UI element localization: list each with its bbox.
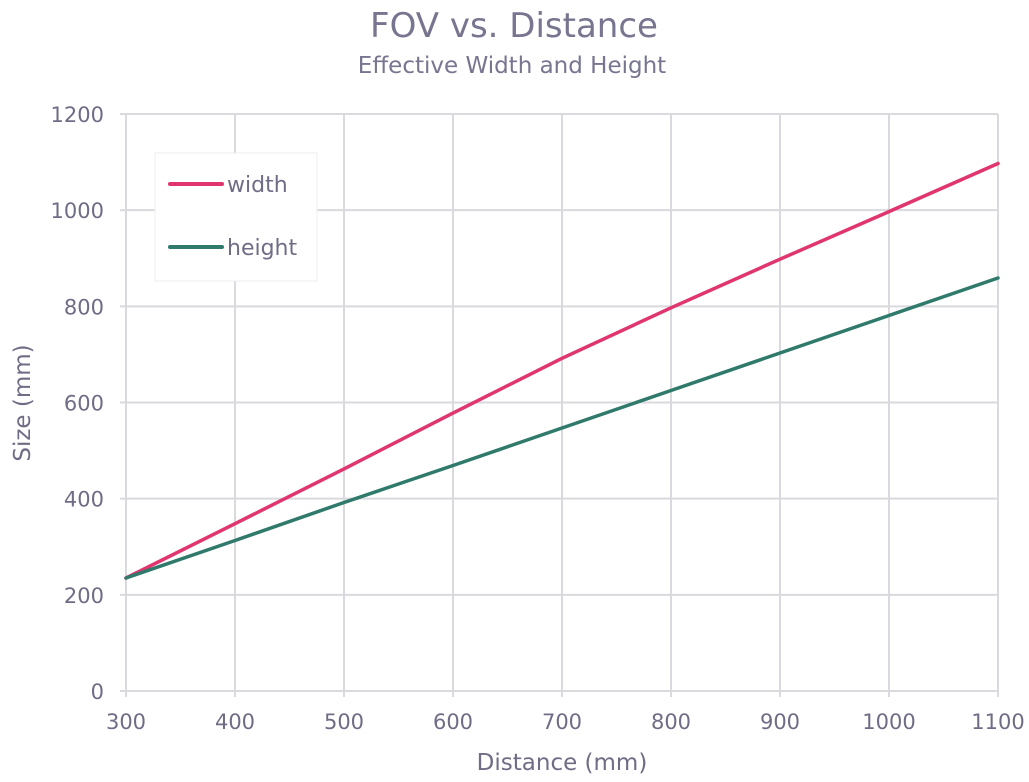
- series-lines: [124, 161, 1000, 580]
- x-tick-label: 400: [215, 710, 255, 734]
- y-tick-label: 1200: [51, 103, 104, 127]
- y-tick-label: 200: [64, 584, 104, 608]
- x-tick-label: 300: [106, 710, 146, 734]
- chart-subtitle: Effective Width and Height: [358, 53, 666, 79]
- x-axis-label: Distance (mm): [477, 750, 648, 776]
- x-tick-label: 1000: [862, 710, 915, 734]
- legend-box: [154, 152, 318, 282]
- y-tick-label: 800: [64, 295, 104, 319]
- series-line-height: [124, 276, 1000, 580]
- legend-label-width: width: [227, 173, 288, 198]
- y-tick-label: 400: [64, 488, 104, 512]
- axes: 300 400 500 600 700 800 900 1000 1100 0 200 400 600 8…: [51, 103, 1025, 734]
- legend-label-height: height: [227, 236, 297, 261]
- grid: [126, 113, 999, 691]
- series-line-width: [124, 161, 1000, 580]
- chart-title: FOV vs. Distance: [370, 6, 658, 46]
- y-axis-label: Size (mm): [10, 344, 36, 461]
- y-tick-label: 1000: [51, 199, 104, 223]
- x-tick-label: 500: [324, 710, 364, 734]
- x-tick-label: 700: [542, 710, 582, 734]
- x-tick-label: 900: [760, 710, 800, 734]
- x-tick-label: 600: [433, 710, 473, 734]
- legend: width height: [154, 152, 318, 282]
- x-tick-label: 800: [651, 710, 691, 734]
- x-tick-label: 1100: [971, 710, 1024, 734]
- y-tick-label: 600: [64, 392, 104, 416]
- y-tick-label: 0: [91, 680, 104, 704]
